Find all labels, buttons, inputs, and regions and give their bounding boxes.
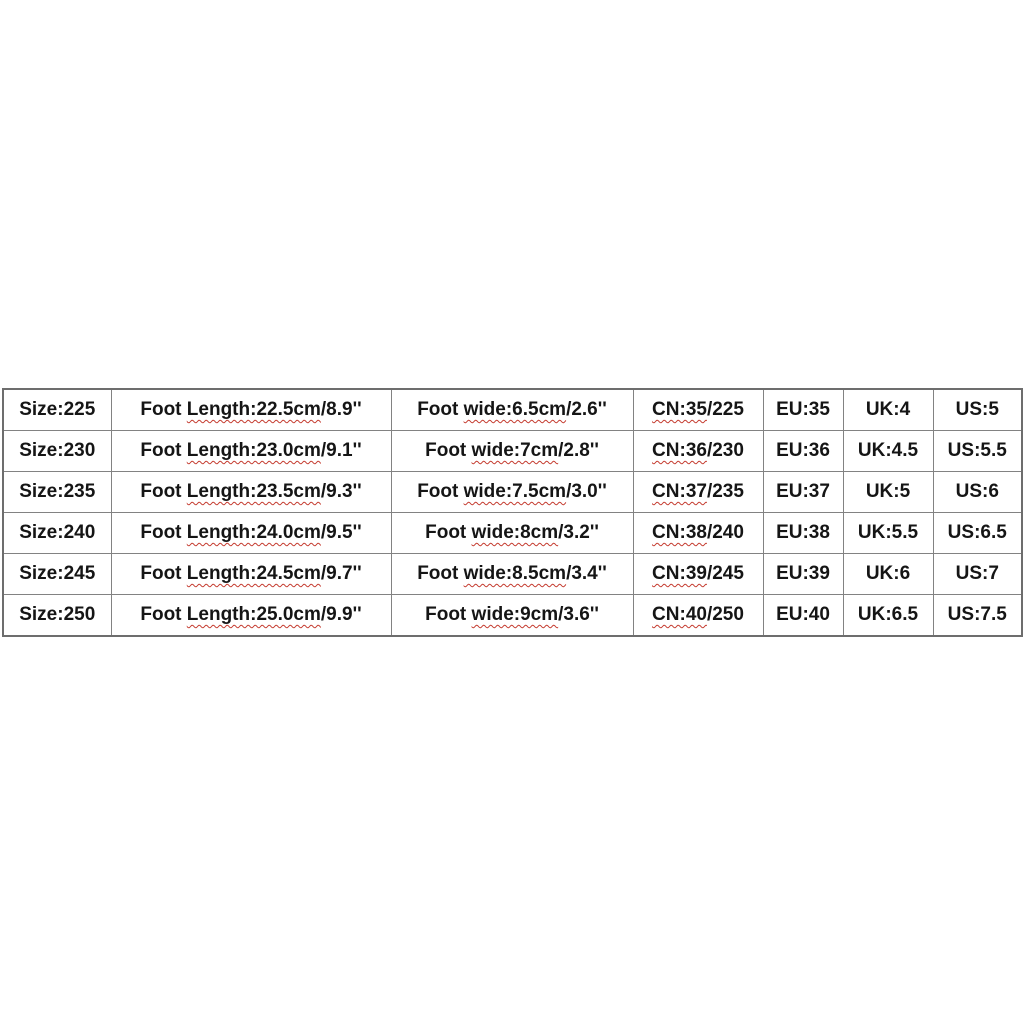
uk-size-cell: UK:5 (842, 471, 934, 513)
foot-length-wavy-text: Length:24.0cm (186, 522, 321, 543)
cn-wavy-text: CN:40 (652, 604, 707, 625)
size-cell: Size:225 (2, 388, 112, 431)
eu-size-cell: EU:36 (762, 430, 844, 472)
size-cell: Size:230 (2, 430, 112, 472)
uk-size-cell: UK:6 (842, 553, 934, 595)
foot-length-wavy-text: Length:23.5cm (186, 481, 321, 502)
table-row: Size:240 Foot Length:24.0cm/9.5'' Foot w… (2, 512, 1023, 554)
cn-rest: /250 (706, 604, 744, 625)
size-cell: Size:245 (2, 553, 112, 595)
foot-length-cell: Foot Length:23.0cm/9.1'' (110, 430, 392, 472)
table-row: Size:235 Foot Length:23.5cm/9.3'' Foot w… (2, 471, 1023, 513)
foot-wide-cell: Foot wide:8cm/3.2'' (390, 512, 634, 554)
foot-length-prefix: Foot (140, 604, 187, 625)
foot-length-cell: Foot Length:25.0cm/9.9'' (110, 594, 392, 637)
size-cell: Size:250 (2, 594, 112, 637)
uk-size-cell: UK:4 (842, 388, 934, 431)
cn-rest: /240 (706, 522, 744, 543)
table-row: Size:230 Foot Length:23.0cm/9.1'' Foot w… (2, 430, 1023, 472)
cn-rest: /245 (706, 563, 744, 584)
foot-wide-rest: /2.8'' (558, 440, 599, 461)
foot-length-cell: Foot Length:22.5cm/8.9'' (110, 388, 392, 431)
foot-length-wavy-text: Length:23.0cm (186, 440, 321, 461)
cn-wavy-text: CN:39 (652, 563, 707, 584)
cn-rest: /235 (706, 481, 744, 502)
foot-length-wavy-text: Length:24.5cm (186, 563, 321, 584)
cn-size-cell: CN:35/225 (632, 388, 764, 431)
eu-size-cell: EU:35 (762, 388, 844, 431)
foot-wide-rest: /3.6'' (558, 604, 599, 625)
us-size-cell: US:6 (932, 471, 1023, 513)
foot-wide-wavy-text: wide:7cm (471, 440, 559, 461)
cn-size-cell: CN:37/235 (632, 471, 764, 513)
table-row: Size:245 Foot Length:24.5cm/9.7'' Foot w… (2, 553, 1023, 595)
foot-wide-rest: /3.2'' (558, 522, 599, 543)
cn-size-cell: CN:40/250 (632, 594, 764, 637)
cn-wavy-text: CN:38 (652, 522, 707, 543)
foot-length-cell: Foot Length:24.5cm/9.7'' (110, 553, 392, 595)
uk-size-cell: UK:5.5 (842, 512, 934, 554)
foot-length-wavy-text: Length:22.5cm (186, 399, 321, 420)
us-size-cell: US:5 (932, 388, 1023, 431)
foot-wide-wavy-text: wide:9cm (471, 604, 559, 625)
size-cell: Size:240 (2, 512, 112, 554)
foot-wide-wavy-text: wide:7.5cm (463, 481, 567, 502)
foot-wide-cell: Foot wide:8.5cm/3.4'' (390, 553, 634, 595)
eu-size-cell: EU:40 (762, 594, 844, 637)
foot-wide-prefix: Foot (417, 563, 464, 584)
us-size-cell: US:7 (932, 553, 1023, 595)
foot-length-rest: /8.9'' (320, 399, 362, 420)
foot-wide-rest: /2.6'' (566, 399, 607, 420)
cn-rest: /230 (706, 440, 744, 461)
foot-length-rest: /9.7'' (320, 563, 362, 584)
foot-length-prefix: Foot (140, 399, 187, 420)
eu-size-cell: EU:37 (762, 471, 844, 513)
cn-size-cell: CN:39/245 (632, 553, 764, 595)
foot-length-prefix: Foot (140, 440, 187, 461)
table-row: Size:250 Foot Length:25.0cm/9.9'' Foot w… (2, 594, 1023, 637)
foot-wide-prefix: Foot (425, 604, 472, 625)
cn-wavy-text: CN:36 (652, 440, 707, 461)
uk-size-cell: UK:6.5 (842, 594, 934, 637)
cn-wavy-text: CN:37 (652, 481, 707, 502)
foot-wide-wavy-text: wide:6.5cm (463, 399, 567, 420)
foot-wide-wavy-text: wide:8cm (471, 522, 559, 543)
foot-length-prefix: Foot (140, 481, 187, 502)
foot-wide-wavy-text: wide:8.5cm (463, 563, 567, 584)
foot-length-cell: Foot Length:24.0cm/9.5'' (110, 512, 392, 554)
foot-wide-rest: /3.4'' (566, 563, 607, 584)
cn-wavy-text: CN:35 (652, 399, 707, 420)
foot-wide-prefix: Foot (417, 481, 464, 502)
foot-length-prefix: Foot (140, 563, 187, 584)
cn-rest: /225 (706, 399, 744, 420)
foot-length-rest: /9.9'' (320, 604, 362, 625)
foot-length-cell: Foot Length:23.5cm/9.3'' (110, 471, 392, 513)
size-conversion-table: Size:225 Foot Length:22.5cm/8.9'' Foot w… (2, 388, 1023, 637)
foot-wide-cell: Foot wide:9cm/3.6'' (390, 594, 634, 637)
foot-length-rest: /9.1'' (320, 440, 362, 461)
cn-size-cell: CN:36/230 (632, 430, 764, 472)
size-cell: Size:235 (2, 471, 112, 513)
us-size-cell: US:6.5 (932, 512, 1023, 554)
us-size-cell: US:7.5 (932, 594, 1023, 637)
table-row: Size:225 Foot Length:22.5cm/8.9'' Foot w… (2, 388, 1023, 431)
foot-wide-prefix: Foot (425, 440, 472, 461)
foot-wide-cell: Foot wide:7cm/2.8'' (390, 430, 634, 472)
foot-length-rest: /9.3'' (320, 481, 362, 502)
foot-length-prefix: Foot (140, 522, 187, 543)
uk-size-cell: UK:4.5 (842, 430, 934, 472)
eu-size-cell: EU:39 (762, 553, 844, 595)
foot-wide-rest: /3.0'' (566, 481, 607, 502)
eu-size-cell: EU:38 (762, 512, 844, 554)
foot-length-rest: /9.5'' (320, 522, 362, 543)
foot-wide-cell: Foot wide:7.5cm/3.0'' (390, 471, 634, 513)
us-size-cell: US:5.5 (932, 430, 1023, 472)
foot-wide-prefix: Foot (417, 399, 464, 420)
foot-wide-cell: Foot wide:6.5cm/2.6'' (390, 388, 634, 431)
foot-wide-prefix: Foot (425, 522, 472, 543)
foot-length-wavy-text: Length:25.0cm (186, 604, 321, 625)
cn-size-cell: CN:38/240 (632, 512, 764, 554)
